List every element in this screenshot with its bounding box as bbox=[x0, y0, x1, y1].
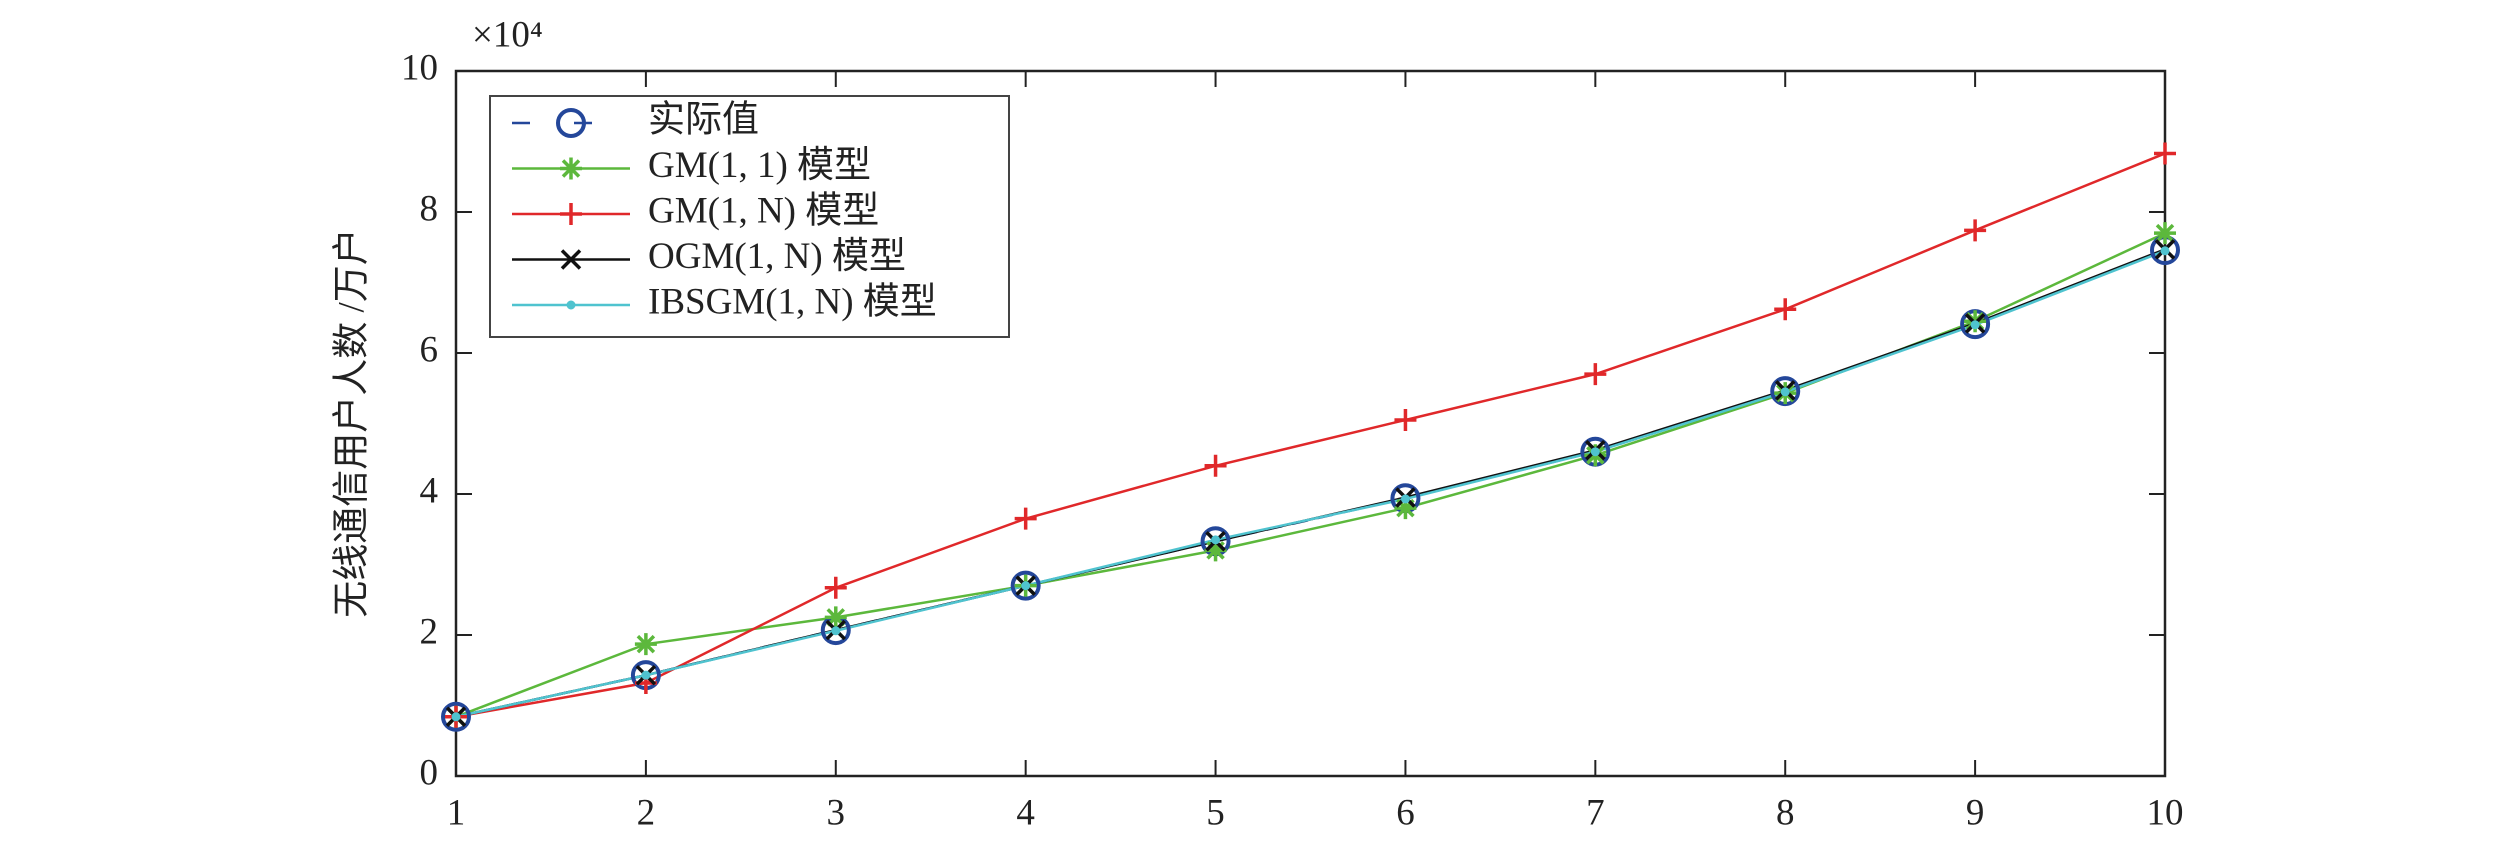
legend-label: OGM(1, N) 模型 bbox=[648, 235, 906, 277]
x-tick-label: 8 bbox=[1776, 792, 1795, 833]
marker bbox=[1584, 363, 1607, 386]
marker bbox=[441, 701, 471, 732]
marker bbox=[1394, 408, 1417, 431]
marker bbox=[831, 626, 841, 636]
marker bbox=[556, 108, 586, 138]
legend-label: 实际值 bbox=[648, 98, 759, 140]
marker bbox=[641, 670, 651, 680]
marker bbox=[2160, 246, 2170, 256]
marker bbox=[566, 300, 576, 310]
marker bbox=[451, 712, 461, 722]
series-line bbox=[455, 152, 2166, 719]
y-tick-label: 8 bbox=[420, 188, 439, 229]
marker bbox=[1204, 539, 1227, 562]
marker bbox=[1014, 507, 1037, 530]
marker bbox=[1021, 581, 1031, 591]
marker bbox=[560, 203, 582, 225]
marker bbox=[824, 606, 847, 629]
x-tick-label: 7 bbox=[1586, 792, 1605, 833]
marker bbox=[1204, 454, 1227, 477]
marker bbox=[1394, 497, 1417, 520]
marker bbox=[1010, 570, 1041, 601]
marker bbox=[2154, 222, 2176, 245]
marker bbox=[1211, 535, 1221, 545]
marker bbox=[560, 157, 582, 180]
marker bbox=[1774, 298, 1797, 321]
marker bbox=[1970, 320, 1980, 330]
marker bbox=[1964, 219, 1987, 242]
x-tick-label: 6 bbox=[1396, 792, 1415, 833]
marker bbox=[2154, 142, 2176, 165]
legend-label: GM(1, N) 模型 bbox=[648, 189, 879, 231]
marker bbox=[560, 249, 582, 270]
marker bbox=[824, 576, 847, 599]
y-tick-label: 10 bbox=[401, 47, 438, 88]
x-tick-label: 1 bbox=[447, 792, 466, 833]
x-tick-label: 2 bbox=[637, 792, 656, 833]
x-tick-label: 4 bbox=[1016, 792, 1035, 833]
y-tick-label: 0 bbox=[420, 752, 439, 793]
y-tick-label: 6 bbox=[420, 329, 439, 370]
y-axis-label: 无线通信用户人数 /万户 bbox=[330, 228, 372, 618]
marker bbox=[1780, 387, 1790, 397]
marker bbox=[1400, 494, 1410, 504]
legend-label: IBSGM(1, N) 模型 bbox=[648, 280, 937, 322]
plot-frame bbox=[454, 69, 2167, 778]
x-tick-label: 3 bbox=[827, 792, 846, 833]
marker bbox=[1590, 447, 1600, 457]
y-multiplier: ×10⁴ bbox=[472, 14, 543, 55]
x-tick-label: 9 bbox=[1966, 792, 1985, 833]
y-tick-label: 4 bbox=[420, 470, 439, 511]
y-tick-label: 2 bbox=[420, 611, 439, 652]
legend-label: GM(1, 1) 模型 bbox=[648, 144, 871, 186]
x-tick-label: 5 bbox=[1206, 792, 1225, 833]
series-line bbox=[455, 249, 2166, 719]
marker bbox=[634, 633, 657, 656]
x-tick-label: 10 bbox=[2147, 792, 2184, 833]
